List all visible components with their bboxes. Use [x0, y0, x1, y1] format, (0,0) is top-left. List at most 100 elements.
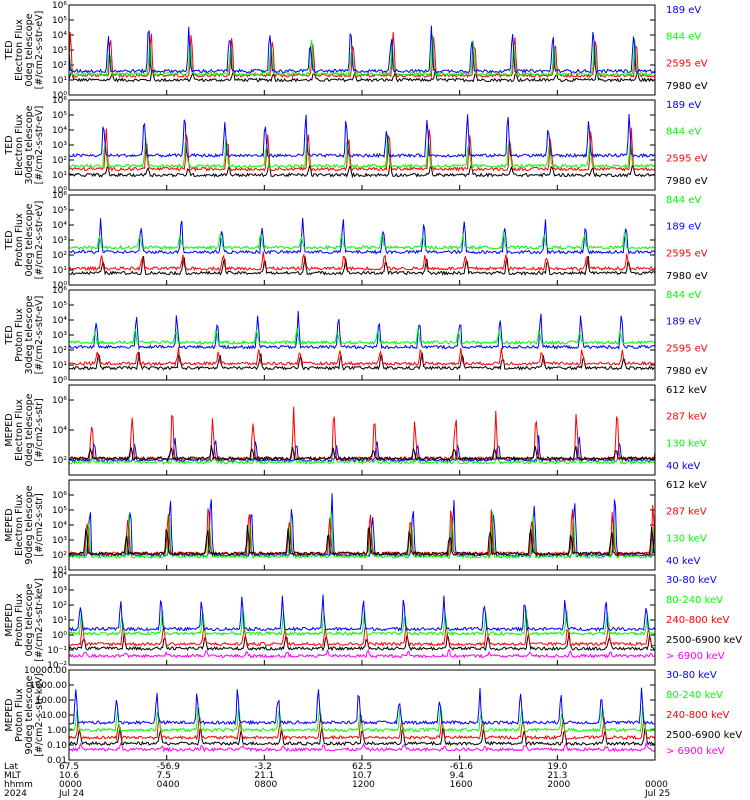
series-line	[68, 255, 656, 276]
x-info-hhmm: 2000	[547, 780, 570, 790]
y-tick-label: 10⁵	[52, 206, 67, 216]
y-tick-label: 10⁴	[52, 426, 67, 436]
x-info-mlt: 10.6	[59, 771, 79, 781]
x-info-hhmm: 0000	[59, 780, 82, 790]
series-line	[68, 127, 656, 172]
legend-entry: 130 keV	[666, 533, 707, 544]
x-info-hhmm: 1600	[450, 780, 473, 790]
y-axis-label-line: [#/cm2-s-str]	[34, 398, 45, 461]
x-info-lat: -3.2	[254, 762, 272, 772]
y-tick-label: 10¹	[52, 616, 67, 626]
x-info-lat: 19.0	[547, 762, 567, 772]
y-axis-label-line: Electron Flux	[14, 114, 25, 176]
y-tick-label: 10⁶	[52, 191, 67, 201]
y-tick-label: 10⁵	[52, 16, 67, 26]
legend-entry: 2595 eV	[666, 153, 708, 164]
y-tick-label: 10.00	[41, 711, 67, 721]
series-line	[68, 351, 656, 371]
panel-frame	[68, 289, 656, 381]
x-info-lat: 67.5	[59, 762, 79, 772]
series-line	[68, 609, 656, 637]
series-line	[68, 648, 656, 659]
series-line	[68, 34, 656, 78]
y-axis-label-line: TED	[4, 325, 15, 345]
y-tick-label: 10⁰	[52, 376, 67, 386]
x-info-row-label: hhmm	[4, 780, 33, 790]
y-tick-label: 10²	[52, 61, 67, 71]
x-info-hhmm: 1200	[352, 780, 375, 790]
y-axis-label-line: Proton Flux	[14, 688, 25, 742]
y-axis-label-line: MEPED	[4, 508, 15, 541]
panel-6: MEPED Electron Flux 90deg telescope [#/cm2-…	[4, 479, 707, 576]
legend-entry: 2595 eV	[666, 58, 708, 69]
legend-entry: 189 eV	[666, 317, 701, 328]
y-tick-label: 10⁶	[52, 286, 67, 296]
legend-entry: 844 eV	[666, 195, 701, 206]
series-line	[68, 687, 655, 726]
legend-entry: 7980 eV	[666, 81, 708, 92]
y-tick-label: 10¹	[52, 361, 67, 371]
x-info-hhmm: 0800	[254, 780, 277, 790]
legend-entry: 2595 eV	[666, 343, 708, 354]
x-info-mlt: 21.1	[254, 771, 274, 781]
series-line	[68, 726, 656, 747]
y-axis-label-line: Electron Flux	[14, 494, 25, 556]
series-line	[68, 217, 656, 256]
legend-entry: 2500-6900 keV	[666, 635, 742, 646]
y-tick-label: 10⁻¹	[47, 646, 67, 656]
legend-entry: 40 keV	[666, 556, 700, 567]
y-tick-label: 10⁴	[52, 31, 67, 41]
legend-entry: 7980 eV	[666, 271, 708, 282]
y-axis-label-line: [#/cm2-s-str-keV]	[34, 673, 45, 757]
legend-entry: 240-800 keV	[666, 615, 730, 626]
y-axis-label-line: [#/cm2-s-str]	[34, 493, 45, 556]
series-line	[68, 594, 656, 632]
x-info-hhmm: 0400	[157, 780, 180, 790]
y-axis-label-line: [#/cm2-s-str-eV]	[34, 11, 45, 90]
y-axis-label-line: 30deg telescope	[24, 105, 35, 184]
x-info-lat: -56.9	[157, 762, 181, 772]
x-info-mlt: 10.7	[352, 771, 372, 781]
legend-entry: 612 keV	[666, 480, 707, 491]
legend-entry: > 6900 keV	[666, 746, 725, 757]
series-line	[68, 328, 656, 346]
y-tick-label: 10⁶	[52, 396, 67, 406]
y-tick-label: 10⁻²	[47, 661, 67, 671]
panel-frame	[68, 194, 656, 286]
series-line	[68, 445, 656, 462]
y-tick-label: 10³	[52, 236, 67, 246]
y-tick-label: 10³	[52, 46, 67, 56]
y-tick-label: 10³	[52, 586, 67, 596]
y-tick-label: 10⁰	[52, 91, 67, 101]
series-line	[68, 113, 656, 159]
y-tick-label: 10⁰	[52, 631, 67, 641]
panel-8: MEPED Proton Flux 90deg telescope [#/cm2-s-…	[4, 666, 742, 766]
panel-4: TED Proton Flux 30deg telescope [#/cm2-s-st…	[4, 286, 708, 386]
y-tick-label: 10⁶	[52, 96, 67, 106]
series-line	[68, 511, 656, 560]
legend-entry: 844 eV	[666, 290, 701, 301]
y-axis-label-line: TED	[4, 230, 15, 250]
panel-7: MEPED Proton Flux 0deg telescope [#/cm2-s-s…	[4, 571, 742, 671]
y-tick-label: 10²	[52, 346, 67, 356]
series-line	[68, 25, 656, 74]
legend-entry: 189 eV	[666, 5, 701, 16]
y-tick-label: 10¹	[52, 76, 67, 86]
y-tick-label: 10⁴	[52, 571, 67, 581]
y-tick-label: 10⁰	[52, 186, 67, 196]
y-axis-label-line: 30deg telescope	[24, 295, 35, 374]
y-axis-label-line: MEPED	[4, 603, 15, 636]
x-info-row-label: 2024	[4, 789, 27, 799]
series-line	[68, 619, 656, 648]
y-tick-label: 10⁴	[52, 521, 67, 531]
panel-3: TED Proton Flux 0deg telescope [#/cm2-s-str…	[4, 191, 708, 291]
series-line	[68, 310, 656, 351]
y-tick-label: 0.10	[47, 741, 67, 751]
y-tick-label: 10²	[52, 251, 67, 261]
legend-entry: 2500-6900 keV	[666, 730, 742, 741]
legend-entry: 612 keV	[666, 385, 707, 396]
x-info-row-label: MLT	[4, 771, 22, 781]
panel-5: MEPED Electron Flux 0deg telescope [#/cm2-s…	[4, 384, 707, 476]
series-line	[68, 454, 656, 466]
